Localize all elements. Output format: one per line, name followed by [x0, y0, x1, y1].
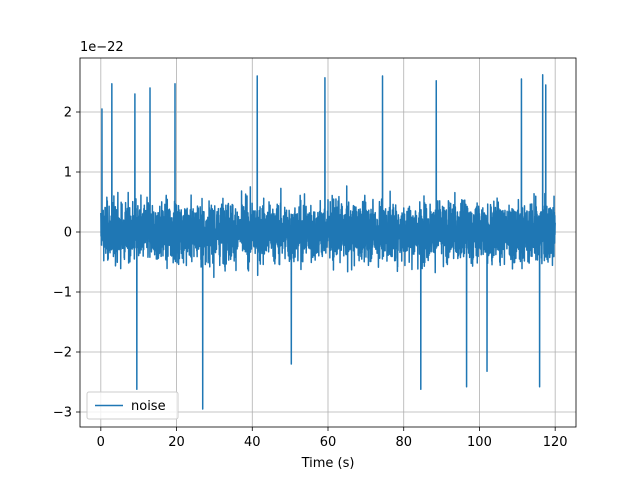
y-axis-offset-label: 1e−22 — [80, 40, 124, 55]
x-tick-label: 100 — [467, 435, 492, 450]
legend-box — [86, 391, 179, 420]
x-tick-label: 80 — [395, 435, 412, 450]
y-tick-label: 2 — [64, 106, 72, 121]
x-tick-label: 20 — [168, 435, 185, 450]
series-layer — [100, 74, 556, 410]
y-tick-label: −1 — [53, 286, 72, 301]
y-tick-label: 0 — [64, 226, 72, 241]
legend-label-noise: noise — [131, 399, 166, 414]
series-line-noise — [100, 74, 556, 410]
x-axis-label: Time (s) — [301, 456, 355, 471]
x-tick-label: 120 — [543, 435, 568, 450]
tick-layer: 0 20 40 60 80 100 120 −3 −2 −1 0 1 2 — [53, 106, 568, 451]
y-tick-label: −2 — [53, 346, 72, 361]
y-tick-label: 1 — [64, 166, 72, 181]
x-tick-label: 40 — [244, 435, 261, 450]
y-tick-label: −3 — [53, 406, 72, 421]
legend: noise — [86, 391, 179, 420]
x-tick-label: 0 — [97, 435, 105, 450]
x-tick-label: 60 — [320, 435, 337, 450]
